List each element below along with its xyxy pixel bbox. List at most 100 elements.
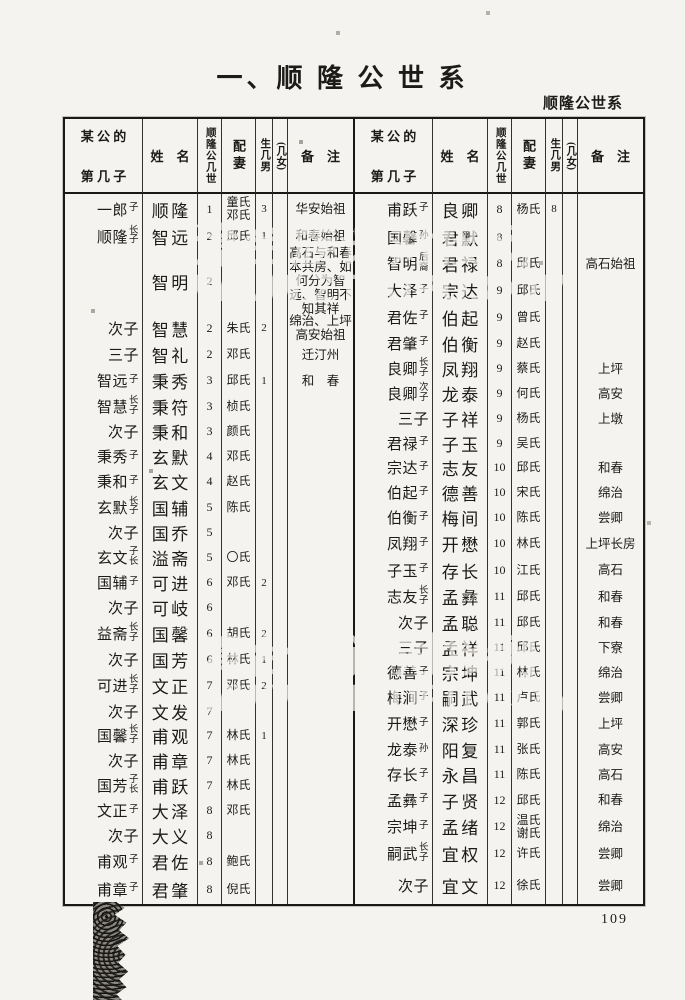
note-cell xyxy=(288,773,353,798)
relation-annotation: 子 xyxy=(419,717,430,728)
relation-cell: 智慧 长子 xyxy=(65,394,143,419)
relation-annotation: 孙 xyxy=(419,231,430,242)
header-relation-line: 第 几 子 xyxy=(370,169,417,184)
relation-annotation: 子 xyxy=(419,537,430,548)
relation-main: 良卿 xyxy=(386,387,418,403)
generation-cell: 7 xyxy=(198,699,222,723)
relation-annotation: 子 xyxy=(419,437,430,448)
name-cell: 孟聪 xyxy=(433,610,488,635)
generation-cell: 7 xyxy=(198,723,222,748)
sons-cell xyxy=(546,455,563,480)
sons-cell xyxy=(256,748,273,773)
daughters-cell xyxy=(273,469,288,494)
name-cell: 秉秀 xyxy=(143,367,198,394)
wife-cell: 邓氏 xyxy=(222,342,256,367)
generation-cell: 10 xyxy=(488,530,512,557)
generation-cell: 9 xyxy=(488,356,512,381)
wife-cell: 邱氏 xyxy=(512,277,546,304)
sons-cell xyxy=(256,520,273,545)
generation-cell: 6 xyxy=(198,620,222,647)
name-cell: 良卿 xyxy=(433,194,488,224)
daughters-cell xyxy=(563,685,578,710)
name-cell: 凤翔 xyxy=(433,356,488,381)
name-cell: 永昌 xyxy=(433,762,488,787)
header-generation: 顺隆公几世 xyxy=(488,119,512,194)
header-relation: 某 公 的第 几 子 xyxy=(355,119,433,194)
relation-cell: 次子 xyxy=(65,748,143,773)
name-cell: 大义 xyxy=(143,823,198,848)
sons-cell xyxy=(546,406,563,431)
daughters-cell xyxy=(273,570,288,595)
daughters-cell xyxy=(273,647,288,672)
relation-cell: 君肇子 xyxy=(355,330,433,356)
generation-cell: 10 xyxy=(488,455,512,480)
header-relation-line: 某 公 的 xyxy=(370,129,417,144)
header-wife: 配妻 xyxy=(222,119,256,194)
note-cell: 上坪 xyxy=(597,716,623,731)
generation-cell: 11 xyxy=(488,610,512,635)
generation-cell: 6 xyxy=(198,595,222,620)
name-cell: 国芳 xyxy=(143,647,198,672)
note-cell xyxy=(288,595,353,620)
daughters-cell xyxy=(563,250,578,277)
wife-cell: 邱氏 xyxy=(512,250,546,277)
name-cell: 溢斋 xyxy=(143,545,198,570)
generation-cell: 12 xyxy=(488,787,512,813)
relation-main: 三子 xyxy=(397,412,429,428)
wife-cell: 邓氏 xyxy=(222,444,256,469)
header-daughters: (几女) xyxy=(563,119,578,194)
sons-cell: 2 xyxy=(256,314,273,342)
name-cell: 龙泰 xyxy=(433,381,488,406)
sons-cell xyxy=(546,505,563,530)
sons-cell: 1 xyxy=(256,647,273,672)
wife-cell: 邓氏 xyxy=(222,672,256,699)
name-cell: 子玉 xyxy=(433,431,488,455)
relation-main: 次子 xyxy=(107,526,139,542)
daughters-cell xyxy=(563,660,578,685)
sons-cell xyxy=(256,823,273,848)
wife-cell: 徐氏 xyxy=(512,867,546,904)
daughters-cell xyxy=(563,304,578,330)
relation-annotation: 长子 xyxy=(129,396,140,416)
relation-main: 次子 xyxy=(107,601,139,617)
relation-main: 秉和 xyxy=(96,475,128,491)
sons-cell xyxy=(546,610,563,635)
daughters-cell xyxy=(273,620,288,647)
header-relation-line: 第 几 子 xyxy=(80,169,127,184)
relation-main: 玄文 xyxy=(96,551,128,567)
daughters-cell xyxy=(273,419,288,444)
daughters-cell xyxy=(563,840,578,867)
relation-annotation: 子 xyxy=(129,203,140,214)
wife-cell xyxy=(222,823,256,848)
wife-cell: 邱氏 xyxy=(512,787,546,813)
relation-cell: 秉秀子 xyxy=(65,444,143,469)
name-cell: 开懋 xyxy=(433,530,488,557)
daughters-cell xyxy=(273,520,288,545)
wife-cell: 邱氏 xyxy=(222,367,256,394)
relation-main: 孟彝 xyxy=(386,793,418,810)
note-cell xyxy=(578,431,643,455)
wife-cell: 倪氏 xyxy=(222,874,256,904)
daughters-cell xyxy=(563,867,578,904)
note-cell: 和春 xyxy=(597,793,623,807)
relation-annotation: 子 xyxy=(419,311,430,322)
sons-cell xyxy=(546,583,563,610)
note-cell xyxy=(288,874,353,904)
name-cell: 玄文 xyxy=(143,469,198,494)
sons-cell xyxy=(546,557,563,583)
relation-main: 智明 xyxy=(386,257,418,273)
wife-cell: 张氏 xyxy=(512,737,546,762)
generation-cell: 3 xyxy=(198,419,222,444)
relation-cell: 孟彝子 xyxy=(355,787,433,813)
name-cell: 宗达 xyxy=(433,277,488,304)
name-cell: 子贤 xyxy=(433,787,488,813)
relation-main: 顺隆 xyxy=(96,229,128,246)
sons-cell xyxy=(546,431,563,455)
daughters-cell xyxy=(563,381,578,406)
note-cell: 和春 xyxy=(597,615,623,630)
daughters-cell xyxy=(273,773,288,798)
daughters-cell xyxy=(563,610,578,635)
relation-main: 伯起 xyxy=(386,486,418,502)
relation-cell: 宗坤子 xyxy=(355,813,433,840)
